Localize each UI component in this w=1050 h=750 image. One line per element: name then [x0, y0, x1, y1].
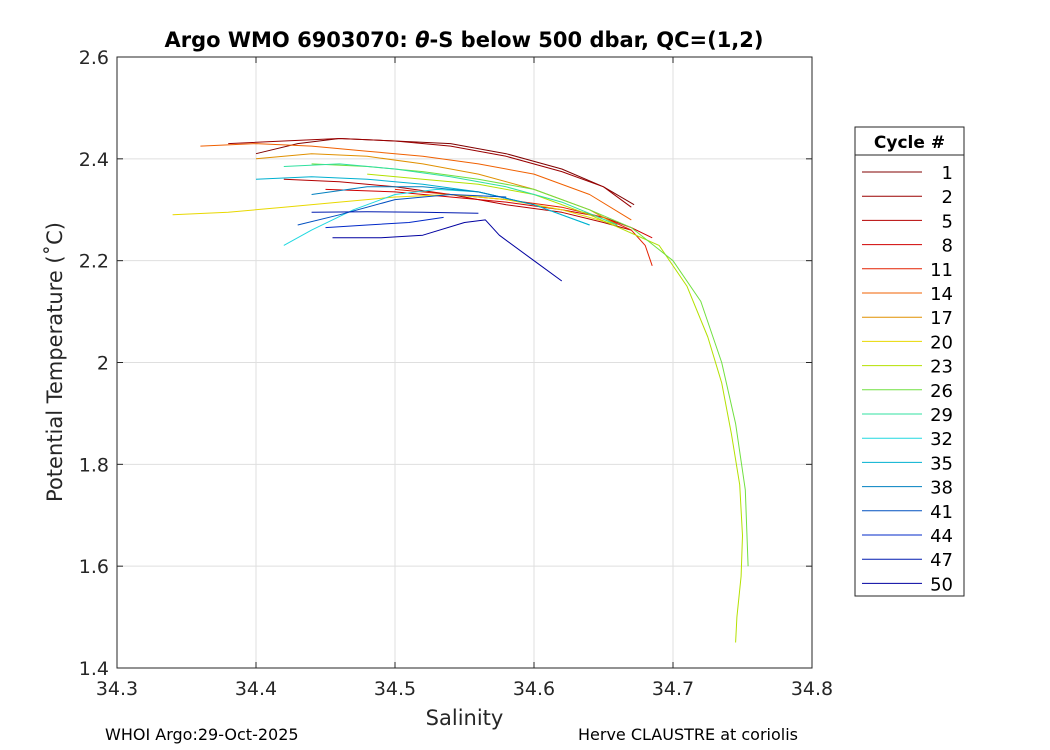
legend-label-cycle-32: 32: [930, 429, 953, 450]
x-tick-label: 34.8: [791, 678, 833, 700]
y-axis-label: Potential Temperature (˚C): [43, 222, 67, 502]
series-line-cycle-44: [325, 216, 444, 229]
x-tick-label: 34.3: [96, 678, 138, 700]
legend-label-cycle-17: 17: [930, 308, 953, 329]
chart-title: Argo WMO 6903070: θ-S below 500 dbar, QC…: [164, 28, 763, 52]
legend: Cycle # 1 2 5 8 11 14 17 20 23 26 29 32 35 38 41 44 47 50: [854, 126, 965, 597]
series-line-cycle-23: [367, 173, 743, 643]
legend-title: Cycle #: [874, 133, 945, 153]
legend-label-cycle-41: 41: [930, 502, 953, 523]
legend-label-cycle-20: 20: [930, 332, 953, 353]
y-tick-label: 2: [97, 353, 109, 375]
legend-label-cycle-38: 38: [930, 478, 953, 499]
series-line-cycle-20: [172, 194, 618, 226]
y-tick-label: 2.4: [79, 149, 109, 171]
x-tick-label: 34.5: [374, 678, 416, 700]
legend-label-cycle-23: 23: [930, 357, 953, 378]
y-tick-label: 1.8: [79, 454, 109, 476]
series-line-cycle-41: [297, 194, 507, 226]
y-tick-label: 1.6: [79, 556, 109, 578]
x-tick-label: 34.7: [652, 678, 694, 700]
grid-lines: [117, 57, 812, 668]
legend-label-cycle-14: 14: [930, 284, 953, 305]
legend-label-cycle-29: 29: [930, 405, 953, 426]
series-line-cycle-2: [228, 138, 632, 208]
legend-label-cycle-8: 8: [942, 236, 953, 257]
legend-label-cycle-26: 26: [930, 381, 953, 402]
legend-label-cycle-2: 2: [942, 187, 953, 208]
y-tick-label: 1.4: [79, 658, 109, 680]
x-tick-label: 34.6: [513, 678, 555, 700]
series-line-cycle-29: [283, 163, 618, 226]
axis-ticks: 34.3 34.4 34.5 34.6 34.7 34.8 1.4 1.6 1.8 2 2.2 2.4…: [79, 47, 833, 700]
x-tick-label: 34.4: [235, 678, 277, 700]
y-tick-label: 2.2: [79, 251, 109, 273]
legend-label-cycle-1: 1: [942, 163, 953, 184]
footer-date: WHOI Argo:29-Oct-2025: [105, 725, 299, 744]
legend-label-cycle-11: 11: [930, 260, 953, 281]
series-line-cycle-47: [311, 211, 479, 214]
data-series: [172, 138, 749, 643]
legend-box: [854, 126, 965, 597]
series-line-cycle-26: [311, 163, 749, 567]
legend-label-cycle-47: 47: [930, 550, 953, 571]
series-line-cycle-1: [255, 138, 635, 206]
legend-label-cycle-50: 50: [930, 574, 953, 595]
series-line-cycle-50: [332, 219, 563, 282]
legend-label-cycle-35: 35: [930, 453, 953, 474]
y-tick-label: 2.6: [79, 47, 109, 69]
series-line-cycle-14: [200, 143, 632, 221]
footer-credit: Herve CLAUSTRE at coriolis: [578, 725, 798, 744]
legend-label-cycle-44: 44: [930, 526, 953, 547]
legend-label-cycle-5: 5: [942, 211, 953, 232]
x-axis-label: Salinity: [426, 706, 504, 730]
